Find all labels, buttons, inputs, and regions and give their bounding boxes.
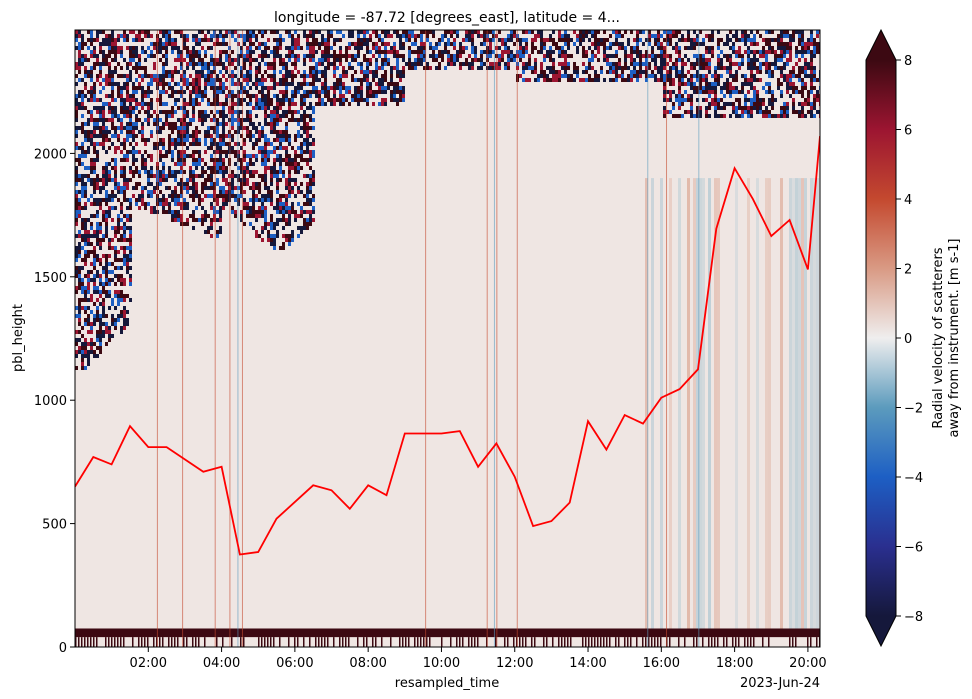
colorbar: 8 6 4 2 0 −2 −4 −6 −8 Radial velocity of scatter… [865,28,962,648]
x-tick-label: 06:00 [276,656,313,671]
colorbar-tick-label: 2 [904,263,912,278]
colorbar-tick-label: 6 [904,124,912,139]
chart-title: longitude = -87.72 [degrees_east], latit… [274,10,620,26]
x-tick-label: 08:00 [349,656,386,671]
colorbar-label-line2: away from instrument. [m s-1] [947,238,962,437]
colorbar-tick-label: −6 [904,541,923,556]
colorbar-gradient [866,60,896,616]
x-tick-label: 18:00 [716,656,753,671]
colorbar-tick-label: 4 [904,193,912,208]
y-tick-label: 1500 [34,271,67,286]
x-offset-label: 2023-Jun-24 [740,676,820,691]
y-tick-label: 1000 [34,394,67,409]
pbl-height-line [75,136,820,556]
y-axis-label: pbl_height [11,304,26,372]
y-tick-label: 500 [42,518,67,533]
colorbar-tick-label: −2 [904,402,923,417]
colorbar-tick-label: 8 [904,54,912,69]
heatmap [75,30,820,647]
x-axis-label: resampled_time [395,676,499,691]
colorbar-tick-label: −8 [904,610,923,625]
colorbar-tick-label: −4 [904,471,923,486]
colorbar-tick-label: 0 [904,332,912,347]
y-tick-label: 0 [59,641,67,656]
colorbar-extend-bottom [866,616,896,646]
x-tick-label: 04:00 [203,656,240,671]
x-tick-label: 14:00 [569,656,606,671]
x-tick-label: 16:00 [643,656,680,671]
colorbar-extend-top [866,30,896,60]
x-tick-label: 02:00 [130,656,167,671]
x-tick-label: 12:00 [496,656,533,671]
colorbar-label-line1: Radial velocity of scatterers [931,247,946,428]
x-axis: 02:00 04:00 06:00 08:00 10:00 12:00 14:00 16:00… [130,647,827,671]
y-axis: 0 500 1000 1500 2000 [34,147,75,656]
y-tick-label: 2000 [34,147,67,162]
x-tick-label: 10:00 [423,656,460,671]
colorbar-ticks: 8 6 4 2 0 −2 −4 −6 −8 [896,54,923,625]
heatmap-cells [75,30,820,647]
axes-frame [74,29,821,648]
x-tick-label: 20:00 [789,656,826,671]
